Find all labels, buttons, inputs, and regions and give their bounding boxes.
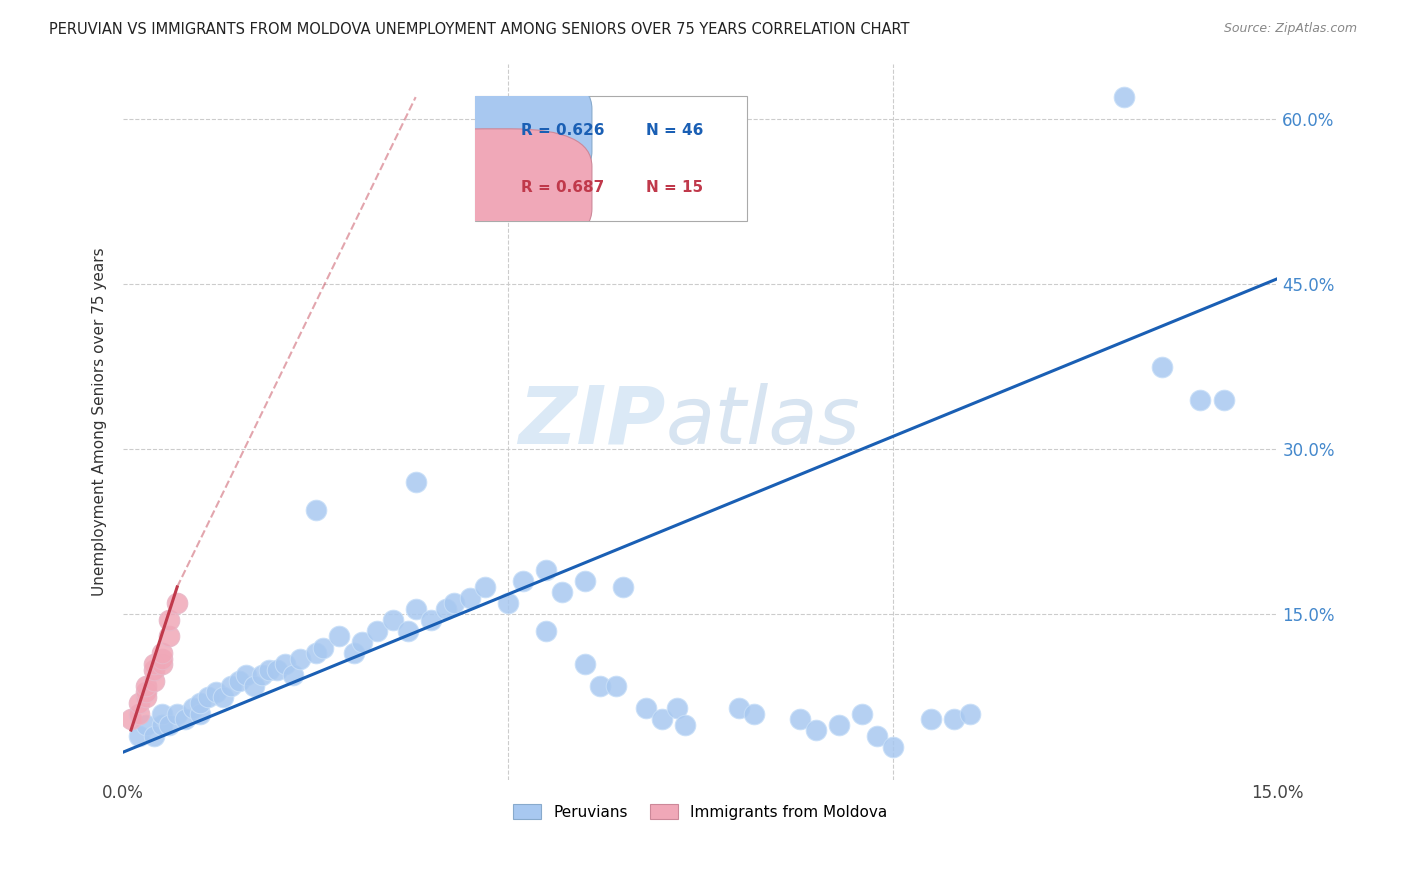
Point bbox=[228, 673, 250, 688]
Point bbox=[150, 646, 173, 660]
Point bbox=[188, 696, 211, 710]
Point bbox=[866, 729, 889, 743]
Point bbox=[920, 712, 942, 726]
Point bbox=[305, 503, 328, 517]
Point bbox=[281, 668, 304, 682]
Point bbox=[150, 651, 173, 665]
Point bbox=[150, 717, 173, 731]
Point bbox=[343, 646, 366, 660]
Point bbox=[173, 712, 195, 726]
Point bbox=[366, 624, 388, 638]
Point bbox=[259, 663, 281, 677]
Point bbox=[143, 657, 166, 671]
Point bbox=[551, 585, 574, 599]
Point bbox=[166, 706, 188, 721]
Point bbox=[512, 574, 534, 589]
Point bbox=[943, 712, 966, 726]
Legend: Peruvians, Immigrants from Moldova: Peruvians, Immigrants from Moldova bbox=[508, 797, 894, 826]
Point bbox=[128, 729, 150, 743]
Point bbox=[536, 624, 558, 638]
Point bbox=[328, 630, 350, 644]
Point bbox=[420, 613, 443, 627]
Point bbox=[496, 597, 519, 611]
Point bbox=[143, 673, 166, 688]
Point bbox=[290, 651, 312, 665]
Point bbox=[828, 717, 851, 731]
Point bbox=[143, 663, 166, 677]
Point bbox=[135, 679, 157, 693]
Point bbox=[143, 729, 166, 743]
Point bbox=[120, 712, 142, 726]
Point bbox=[128, 696, 150, 710]
Point bbox=[197, 690, 219, 704]
Point bbox=[666, 701, 689, 715]
Point bbox=[135, 684, 157, 698]
Point bbox=[851, 706, 873, 721]
Point bbox=[150, 657, 173, 671]
Point bbox=[742, 706, 765, 721]
Point bbox=[405, 602, 427, 616]
Point bbox=[305, 646, 328, 660]
Point bbox=[574, 574, 596, 589]
Point bbox=[159, 613, 181, 627]
Point bbox=[266, 663, 288, 677]
Point bbox=[166, 597, 188, 611]
Point bbox=[219, 679, 242, 693]
Point bbox=[181, 701, 204, 715]
Text: ZIP: ZIP bbox=[519, 383, 665, 461]
Point bbox=[673, 717, 696, 731]
Point bbox=[789, 712, 811, 726]
Point bbox=[159, 630, 181, 644]
Point bbox=[612, 580, 634, 594]
Point bbox=[443, 597, 465, 611]
Point bbox=[235, 668, 257, 682]
Point bbox=[574, 657, 596, 671]
Point bbox=[188, 706, 211, 721]
Point bbox=[350, 635, 373, 649]
Point bbox=[804, 723, 827, 737]
Point bbox=[458, 591, 481, 605]
Point bbox=[312, 640, 335, 655]
Point bbox=[474, 580, 496, 594]
Point bbox=[159, 717, 181, 731]
Point bbox=[636, 701, 658, 715]
Point bbox=[135, 690, 157, 704]
Point bbox=[274, 657, 297, 671]
Point bbox=[589, 679, 612, 693]
Point bbox=[250, 668, 273, 682]
Point bbox=[212, 690, 235, 704]
Text: PERUVIAN VS IMMIGRANTS FROM MOLDOVA UNEMPLOYMENT AMONG SENIORS OVER 75 YEARS COR: PERUVIAN VS IMMIGRANTS FROM MOLDOVA UNEM… bbox=[49, 22, 910, 37]
Point bbox=[1189, 392, 1212, 407]
Point bbox=[243, 679, 266, 693]
Point bbox=[959, 706, 981, 721]
Point bbox=[150, 706, 173, 721]
Point bbox=[204, 684, 226, 698]
Point bbox=[536, 564, 558, 578]
Point bbox=[882, 739, 904, 754]
Point bbox=[1212, 392, 1234, 407]
Point bbox=[381, 613, 404, 627]
Point bbox=[405, 475, 427, 490]
Point bbox=[135, 717, 157, 731]
Point bbox=[1150, 359, 1173, 374]
Text: Source: ZipAtlas.com: Source: ZipAtlas.com bbox=[1223, 22, 1357, 36]
Point bbox=[1112, 90, 1135, 104]
Point bbox=[436, 602, 458, 616]
Point bbox=[396, 624, 419, 638]
Point bbox=[727, 701, 749, 715]
Point bbox=[605, 679, 627, 693]
Point bbox=[128, 706, 150, 721]
Point bbox=[651, 712, 673, 726]
Text: atlas: atlas bbox=[665, 383, 860, 461]
Y-axis label: Unemployment Among Seniors over 75 years: Unemployment Among Seniors over 75 years bbox=[93, 247, 107, 596]
